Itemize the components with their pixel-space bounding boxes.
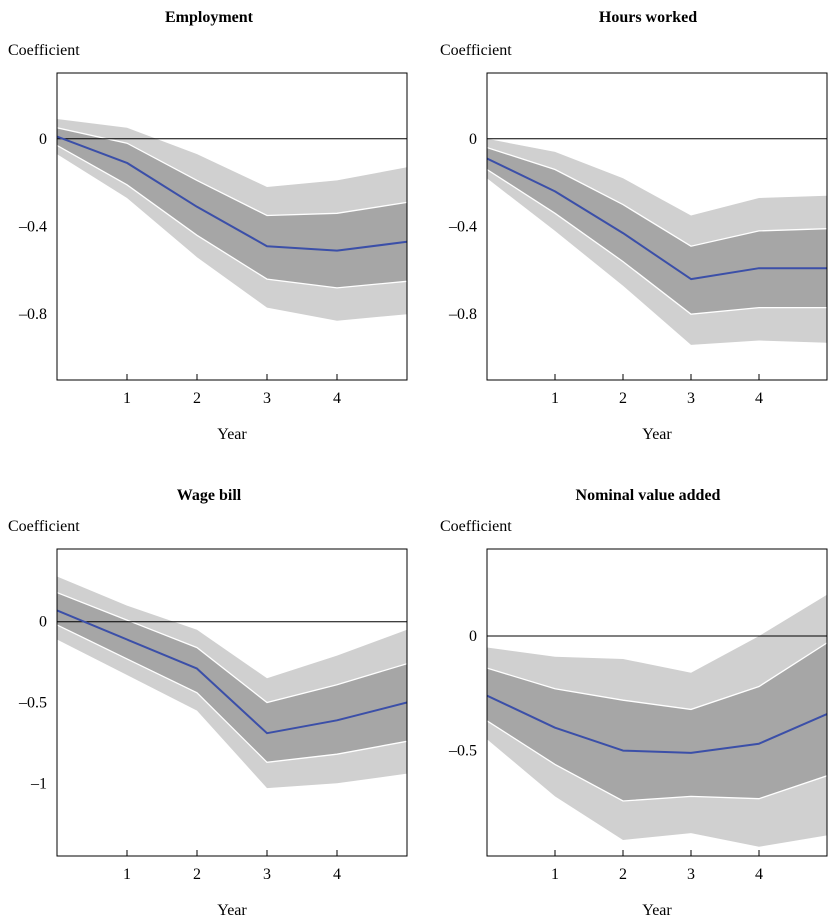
x-axis-label: Year [217,902,247,917]
y-tick-label: –0.5 [18,695,47,712]
y-axis-label: Coefficient [440,518,512,535]
y-tick-label: –1 [30,775,47,792]
plot-area [487,594,827,847]
x-axis-label: Year [642,902,672,917]
inner-confidence-band [487,642,827,801]
inner-band-upper-edge [487,146,827,247]
inner-band-upper-edge [57,591,407,704]
chart-title: Employment [165,9,254,26]
x-tick-label: 3 [263,390,271,407]
x-tick-label: 1 [551,390,559,407]
x-tick-label: 1 [123,866,131,883]
y-axis-label: Coefficient [8,42,80,59]
y-tick-label: –0.8 [448,306,477,323]
x-tick-label: 1 [551,866,559,883]
x-axis-label: Year [642,426,672,443]
y-tick-label: –0.5 [448,743,477,760]
plot-frame [486,548,828,857]
inner-confidence-band [487,147,827,315]
x-tick-label: 2 [193,390,201,407]
y-tick-label: –0.8 [18,306,47,323]
y-tick-label: 0 [469,131,477,148]
inner-confidence-band [57,127,407,288]
y-tick-label: 0 [469,628,477,645]
estimate-line [57,609,407,735]
x-tick-label: 3 [687,866,695,883]
inner-band-upper-edge [57,127,407,217]
chart-title: Hours worked [599,9,697,26]
plot-frame [56,72,408,381]
chart-panel-4: 1 2 3 4 0 –0.5 Nominal value added Coefficient Y… [440,487,828,917]
y-axis-label: Coefficient [8,518,80,535]
x-tick-label: 3 [687,390,695,407]
y-tick-label: 0 [39,131,47,148]
x-tick-label: 4 [333,866,341,883]
chart-title: Nominal value added [576,487,721,504]
inner-band-lower-edge [57,144,407,289]
inner-band-lower-edge [487,168,827,315]
estimate-line [57,135,407,252]
y-tick-label: 0 [39,614,47,631]
plot-frame [486,72,828,381]
chart-title: Wage bill [177,487,242,504]
estimate-line [487,157,827,281]
x-tick-label: 2 [619,390,627,407]
x-tick-label: 2 [619,866,627,883]
x-tick-label: 1 [123,390,131,407]
inner-band-upper-edge [487,642,827,711]
x-tick-label: 4 [333,390,341,407]
x-tick-label: 3 [263,866,271,883]
y-axis-label: Coefficient [440,42,512,59]
chart-panel-3: 1 2 3 4 0 –0.5 –1 Wage bill Coefficient Year [8,487,408,917]
x-tick-label: 4 [755,390,763,407]
plot-area [57,119,407,321]
plot-area [487,138,827,345]
inner-band-lower-edge [57,624,407,763]
chart-panel-1: 1 2 3 4 0 –0.4 –0.8 Employment Coefficient Year [8,9,408,443]
y-tick-label: –0.4 [448,219,477,236]
chart-panel-2: 1 2 3 4 0 –0.4 –0.8 Hours worked Coefficient Year [440,9,828,443]
x-axis-label: Year [217,426,247,443]
inner-band-lower-edge [487,720,827,802]
inner-confidence-band [57,592,407,763]
plot-area [57,576,407,789]
plot-frame [56,548,408,857]
estimate-line [487,694,827,754]
y-tick-label: –0.4 [18,219,47,236]
x-tick-label: 2 [193,866,201,883]
x-tick-label: 4 [755,866,763,883]
